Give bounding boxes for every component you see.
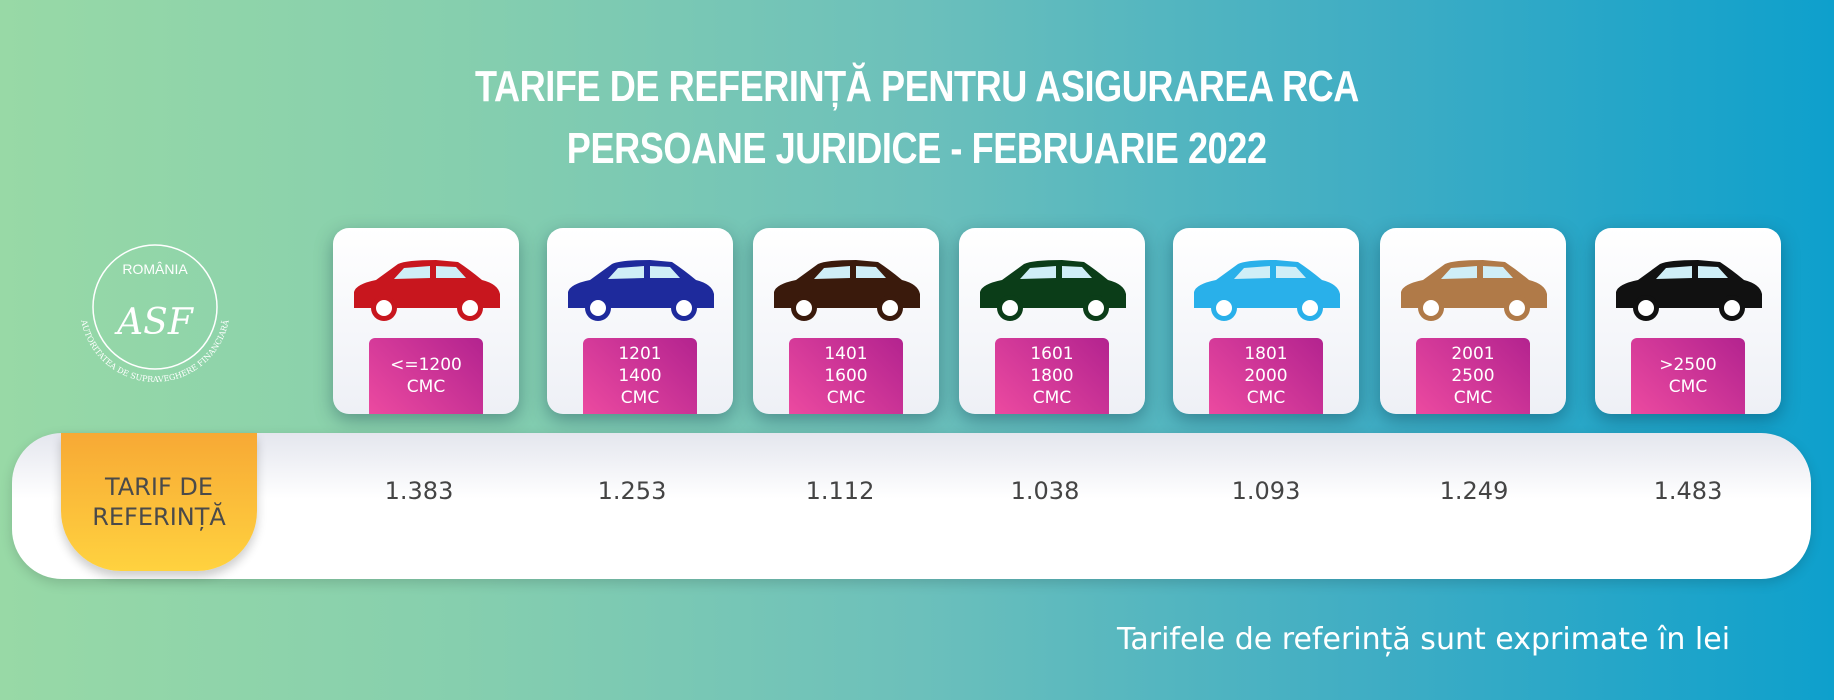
car-icon: [1401, 260, 1547, 321]
engine-capacity-line: CMC: [406, 377, 446, 397]
engine-capacity-line: CMC: [1453, 388, 1493, 408]
tariff-row: [12, 433, 1811, 579]
engine-capacity-line: CMC: [1246, 388, 1286, 408]
svg-text:ROMÂNIA: ROMÂNIA: [122, 261, 188, 277]
title-line-2: PERSOANE JURIDICE - FEBRUARIE 2022: [567, 124, 1267, 173]
engine-capacity-line: CMC: [1668, 377, 1708, 397]
engine-capacity-label: >2500 CMC: [1631, 338, 1745, 414]
title-line-1: TARIFE DE REFERINȚĂ PENTRU ASIGURAREA RC…: [475, 62, 1359, 111]
vehicle-card: 1801 2000 CMC: [1173, 228, 1359, 414]
engine-capacity-line: <=1200: [390, 355, 462, 375]
row-label-line-2: REFERINȚĂ: [92, 503, 226, 531]
engine-capacity-line: 2500: [1451, 366, 1495, 386]
engine-capacity-line: 1800: [1030, 366, 1074, 386]
car-icon: [354, 260, 500, 321]
car-icon: [1194, 260, 1340, 321]
tariff-value: 1.038: [1010, 477, 1080, 505]
tariff-value: 1.249: [1439, 477, 1509, 505]
engine-capacity-line: 1801: [1244, 344, 1288, 364]
footer-note: Tarifele de referință sunt exprimate în …: [1117, 622, 1731, 657]
vehicle-card: 1401 1600 CMC: [753, 228, 939, 414]
vehicle-card: 2001 2500 CMC: [1380, 228, 1566, 414]
engine-capacity-label: 2001 2500 CMC: [1416, 338, 1530, 414]
tariff-value: 1.383: [384, 477, 454, 505]
engine-capacity-line: 1600: [824, 366, 868, 386]
car-icon: [568, 260, 714, 321]
engine-capacity-line: 1201: [618, 344, 662, 364]
row-label-line-1: TARIF DE: [104, 473, 214, 501]
vehicle-card: >2500 CMC: [1595, 228, 1781, 414]
vehicle-card: 1201 1400 CMC: [547, 228, 733, 414]
vehicle-card: <=1200 CMC: [333, 228, 519, 414]
engine-capacity-line: 2000: [1244, 366, 1288, 386]
vehicle-card: 1601 1800 CMC: [959, 228, 1145, 414]
engine-capacity-line: CMC: [1032, 388, 1072, 408]
engine-capacity-label: 1401 1600 CMC: [789, 338, 903, 414]
car-icon: [774, 260, 920, 321]
engine-capacity-label: 1801 2000 CMC: [1209, 338, 1323, 414]
engine-capacity-line: 1601: [1030, 344, 1074, 364]
engine-capacity-label: 1201 1400 CMC: [583, 338, 697, 414]
engine-capacity-label: <=1200 CMC: [369, 338, 483, 414]
engine-capacity-line: CMC: [620, 388, 660, 408]
car-icon: [980, 260, 1126, 321]
tariff-value: 1.093: [1231, 477, 1301, 505]
car-icon: [1616, 260, 1762, 321]
engine-capacity-line: >2500: [1659, 355, 1717, 375]
asf-logo: ROMÂNIA ASF AUTORITATEA DE SUPRAVEGHERE …: [79, 244, 231, 384]
engine-capacity-line: 2001: [1451, 344, 1495, 364]
tariff-value: 1.253: [597, 477, 667, 505]
row-label-tab: TARIF DE REFERINȚĂ: [61, 433, 257, 571]
svg-text:ASF: ASF: [114, 302, 195, 343]
tariff-value: 1.483: [1653, 477, 1723, 505]
engine-capacity-line: 1400: [618, 366, 662, 386]
tariff-value: 1.112: [805, 477, 875, 505]
engine-capacity-line: CMC: [826, 388, 866, 408]
engine-capacity-label: 1601 1800 CMC: [995, 338, 1109, 414]
engine-capacity-line: 1401: [824, 344, 868, 364]
